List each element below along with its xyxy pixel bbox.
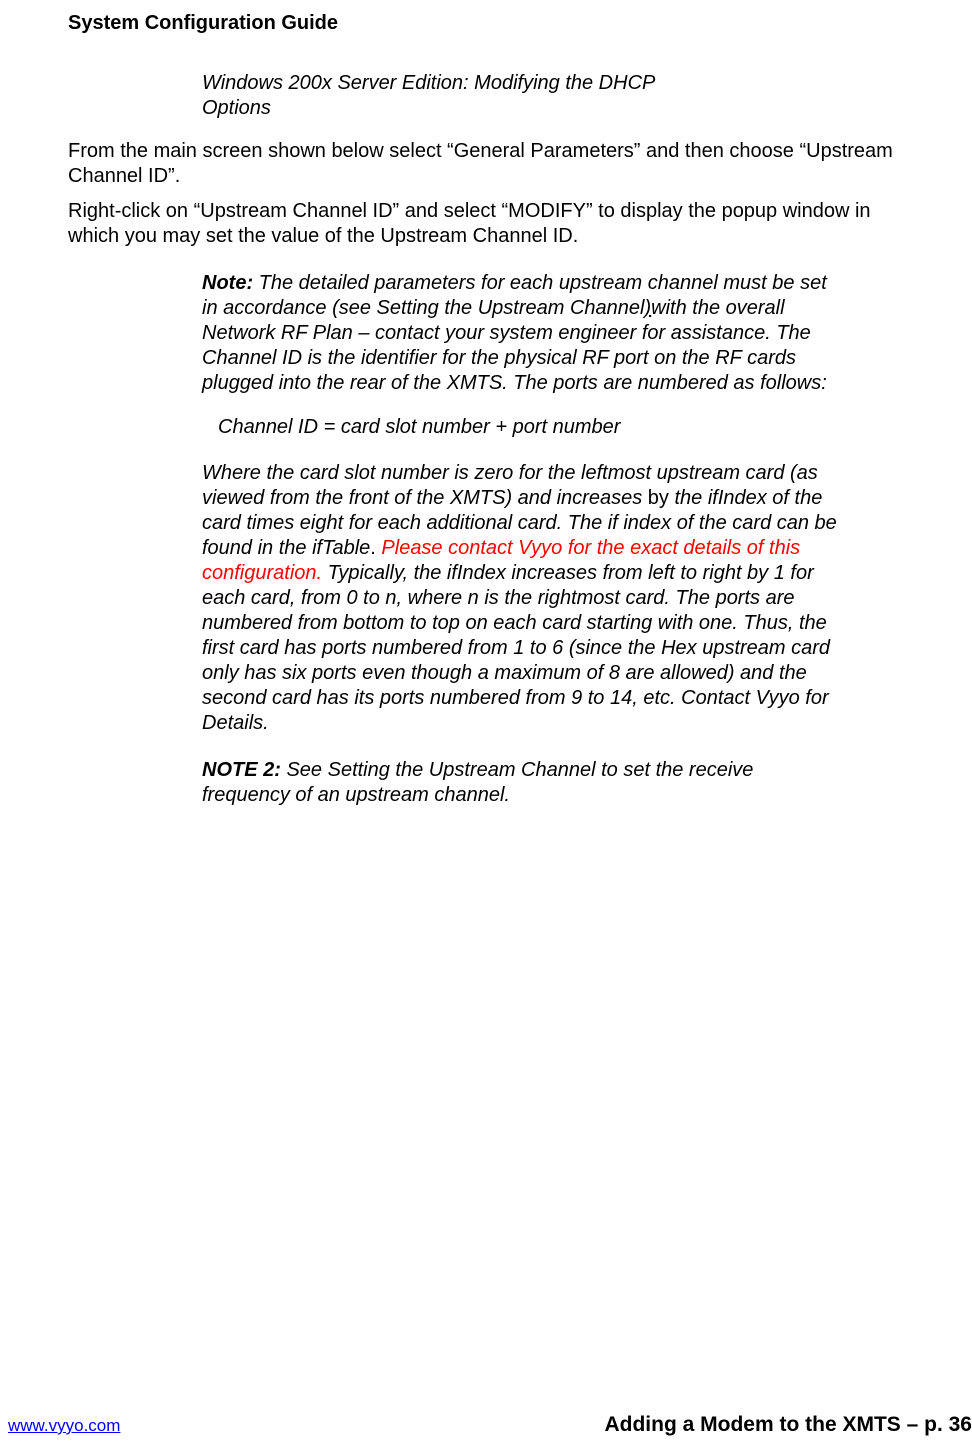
page: System Configuration Guide Windows 200x … bbox=[0, 0, 972, 1451]
section-subtitle: Windows 200x Server Edition: Modifying t… bbox=[202, 71, 724, 121]
footer-link[interactable]: www.vyyo.com bbox=[8, 1416, 120, 1436]
note-1-label: Note: bbox=[202, 272, 253, 294]
note-1: Note: The detailed parameters for each u… bbox=[202, 271, 844, 396]
note-2-label: NOTE 2: bbox=[202, 759, 281, 781]
where-period: . bbox=[370, 537, 381, 559]
note-2: NOTE 2: See Setting the Upstream Channel… bbox=[202, 758, 844, 808]
paragraph-2: Right-click on “Upstream Channel ID” and… bbox=[68, 199, 904, 249]
paragraph-1: From the main screen shown below select … bbox=[68, 139, 904, 189]
paragraph-1-text: From the main screen shown below select … bbox=[68, 140, 893, 187]
where-by: by bbox=[642, 487, 674, 509]
paragraph-2-text: Right-click on “Upstream Channel ID” and… bbox=[68, 200, 871, 247]
note-where: Where the card slot number is zero for t… bbox=[202, 461, 844, 736]
formula-text: Channel ID = card slot number + port num… bbox=[218, 416, 620, 438]
subtitle-text: Windows 200x Server Edition: Modifying t… bbox=[202, 72, 655, 119]
where-part3: Typically, the ifIndex increases from le… bbox=[202, 562, 830, 734]
footer-link-text: www.vyyo.com bbox=[8, 1416, 120, 1435]
formula: Channel ID = card slot number + port num… bbox=[218, 416, 904, 439]
footer-right: Adding a Modem to the XMTS – p. 36 bbox=[604, 1413, 972, 1437]
page-footer: www.vyyo.com Adding a Modem to the XMTS … bbox=[0, 1413, 972, 1437]
note-2-text: See Setting the Upstream Channel to set … bbox=[202, 759, 753, 806]
page-header: System Configuration Guide bbox=[68, 0, 904, 35]
header-title: System Configuration Guide bbox=[68, 12, 338, 34]
